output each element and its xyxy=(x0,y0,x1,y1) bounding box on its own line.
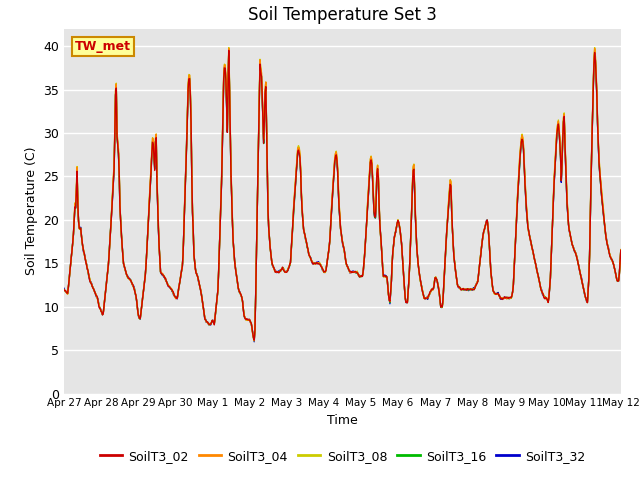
Legend: SoilT3_02, SoilT3_04, SoilT3_08, SoilT3_16, SoilT3_32: SoilT3_02, SoilT3_04, SoilT3_08, SoilT3_… xyxy=(95,444,590,468)
Text: TW_met: TW_met xyxy=(75,40,131,53)
Y-axis label: Soil Temperature (C): Soil Temperature (C) xyxy=(25,147,38,276)
Title: Soil Temperature Set 3: Soil Temperature Set 3 xyxy=(248,6,437,24)
X-axis label: Time: Time xyxy=(327,414,358,427)
